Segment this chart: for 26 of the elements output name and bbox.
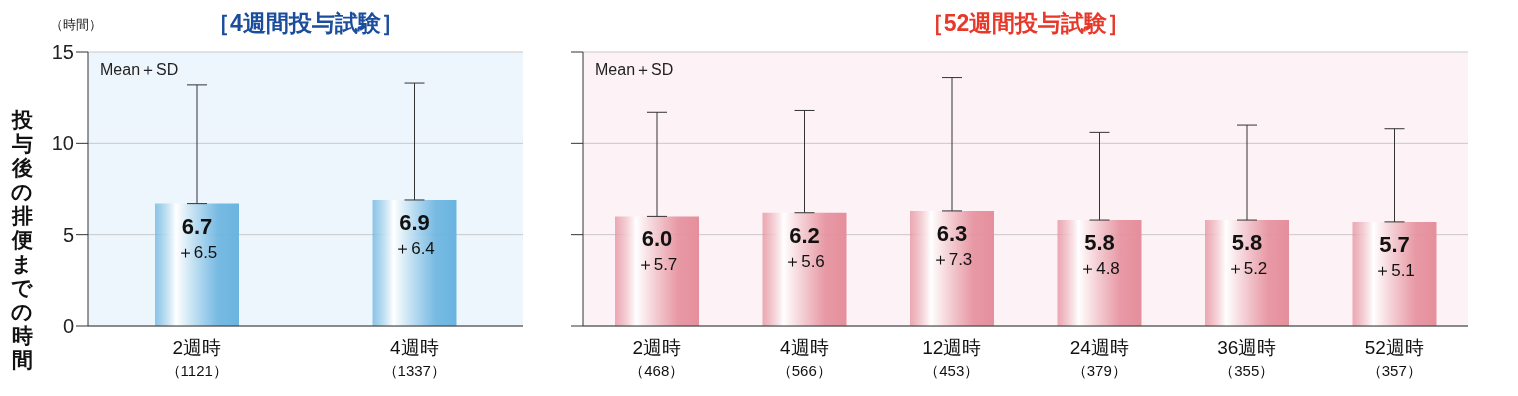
y-tick-label: 15 bbox=[51, 41, 74, 64]
data-label: 5.7 ＋5.1 bbox=[1374, 231, 1415, 280]
x-tick-label: 12週時（453） bbox=[922, 337, 982, 379]
chart-title: ［4週間投与試験］ bbox=[207, 10, 404, 36]
data-label: 6.9 ＋6.4 bbox=[394, 209, 435, 258]
y-tick-label: 0 bbox=[62, 315, 74, 338]
x-tick-label: 2週時（468） bbox=[629, 337, 685, 379]
x-tick-label: 4週時（1337） bbox=[382, 337, 446, 379]
x-tick-label: 4週時（566） bbox=[776, 337, 832, 379]
data-label: 6.0 ＋5.7 bbox=[636, 226, 678, 275]
data-label: 6.3 ＋7.3 bbox=[931, 220, 973, 269]
data-label: 5.8 ＋4.8 bbox=[1079, 230, 1120, 279]
x-tick-label: 2週時（1121） bbox=[165, 337, 228, 379]
x-tick-label: 24週時（379） bbox=[1069, 337, 1129, 379]
text: 投与後の排便までの時間 bbox=[11, 108, 33, 371]
data-label: 5.8 ＋5.2 bbox=[1226, 230, 1268, 279]
data-label: 6.7 ＋6.5 bbox=[176, 213, 218, 262]
y-tick-label: 10 bbox=[51, 132, 74, 155]
y-tick-label: 5 bbox=[62, 223, 74, 246]
text: （時間） bbox=[50, 16, 102, 34]
chart-title: ［52週間投与試験］ bbox=[919, 9, 1132, 38]
annotation: Mean＋SD bbox=[595, 60, 674, 80]
x-tick-label: 52週時（357） bbox=[1364, 337, 1424, 379]
data-label: 6.2 ＋5.6 bbox=[784, 222, 825, 271]
x-tick-label: 36週時（355） bbox=[1217, 337, 1277, 379]
annotation: Mean＋SD bbox=[100, 60, 179, 80]
